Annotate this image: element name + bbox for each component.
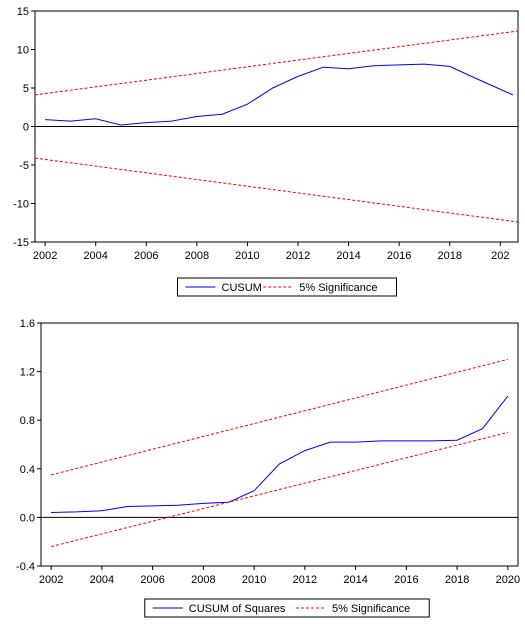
series-line-2 xyxy=(50,358,509,476)
series-line-1 xyxy=(51,395,509,513)
x-tick-label: 2018 xyxy=(445,574,469,586)
x-tick-label: 2016 xyxy=(394,574,418,586)
series-line-3 xyxy=(50,431,509,548)
series-line-3 xyxy=(34,157,519,223)
chart-panel-1: 15 10 5 0 -5 -10 -15 2002 2004 2006 2008 2010 2012 20… xyxy=(13,6,519,297)
legend-label: CUSUM xyxy=(222,282,262,294)
x-tick-label: 2012 xyxy=(293,574,317,586)
y-tick-label: -10 xyxy=(13,199,29,211)
y-tick-label: 0.0 xyxy=(20,512,35,524)
x-tick-label: 202 xyxy=(491,250,509,262)
x-tick-label: 2020 xyxy=(496,574,520,586)
chart-panel-2: 1.6 1.2 0.8 0.4 0.0 -0.4 2002 2004 2006 2008 2010 2… xyxy=(16,318,520,618)
x-tick-label: 2006 xyxy=(134,250,158,262)
y-tick-label: 1.6 xyxy=(20,318,35,330)
x-tick-label: 2008 xyxy=(185,250,209,262)
plot-frame xyxy=(40,322,519,567)
y-tick-label: 0 xyxy=(23,122,29,134)
y-tick-label: 0.4 xyxy=(20,464,35,476)
x-tick-label: 2018 xyxy=(437,250,461,262)
x-tick-label: 2008 xyxy=(191,574,215,586)
x-tick-label: 2004 xyxy=(83,250,107,262)
x-tick-label: 2016 xyxy=(387,250,411,262)
legend: CUSUM of Squares 5% Significance xyxy=(144,598,430,618)
series-line-1 xyxy=(45,63,514,126)
x-tick-label: 2006 xyxy=(140,574,164,586)
y-tick-label: 1.2 xyxy=(20,367,35,379)
x-tick-label: 2014 xyxy=(343,574,367,586)
x-tick-label: 2010 xyxy=(242,574,266,586)
y-tick-label: 0.8 xyxy=(20,415,35,427)
x-tick-label: 2002 xyxy=(39,574,63,586)
y-tick-label: -15 xyxy=(13,237,29,249)
legend-label: 5% Significance xyxy=(299,282,377,294)
legend-box xyxy=(144,598,430,618)
legend-label: CUSUM of Squares xyxy=(189,603,286,615)
legend: CUSUM 5% Significance xyxy=(177,277,397,297)
x-tick-label: 2010 xyxy=(235,250,259,262)
x-tick-label: 2002 xyxy=(33,250,57,262)
series-line-2 xyxy=(34,30,519,96)
x-tick-label: 2014 xyxy=(336,250,360,262)
y-tick-label: 5 xyxy=(23,83,29,95)
x-tick-label: 2012 xyxy=(286,250,310,262)
y-tick-label: -0.4 xyxy=(16,561,35,573)
y-tick-label: 10 xyxy=(17,45,29,57)
legend-box xyxy=(177,277,397,297)
y-tick-label: 15 xyxy=(17,6,29,18)
y-tick-label: -5 xyxy=(19,160,29,172)
x-tick-label: 2004 xyxy=(90,574,114,586)
legend-label: 5% Significance xyxy=(332,603,410,615)
